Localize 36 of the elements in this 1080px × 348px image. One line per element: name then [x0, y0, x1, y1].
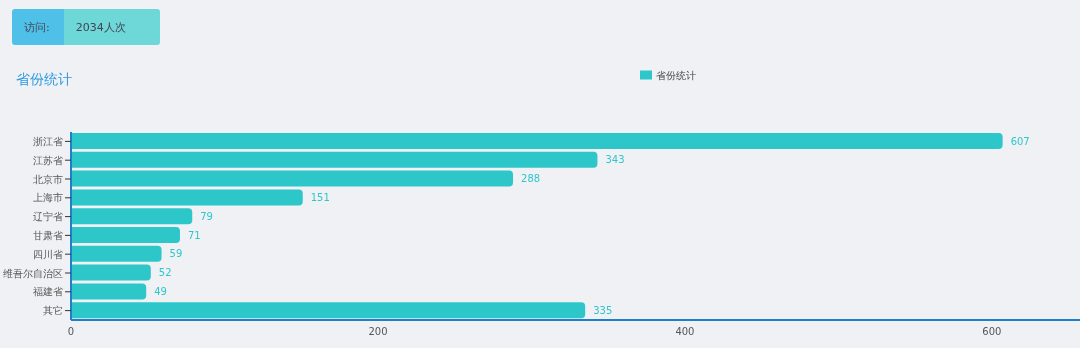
- data-label: 59: [169, 248, 183, 260]
- y-tick-label: 辽宁省: [33, 211, 63, 223]
- bar: [71, 227, 180, 243]
- y-tick-label: 四川省: [33, 248, 63, 260]
- data-label: 71: [187, 229, 201, 241]
- data-label: 607: [1010, 135, 1030, 147]
- y-tick-label: 江苏省: [33, 154, 63, 166]
- x-tick-label: 200: [368, 326, 388, 338]
- bar: [71, 245, 162, 262]
- y-tick-label: 维吾尔自治区: [3, 267, 63, 279]
- bar: [71, 264, 151, 281]
- legend-label: 省份统计: [656, 70, 696, 81]
- y-tick-label: 浙江省: [33, 135, 63, 147]
- y-tick-label: 其它: [43, 305, 63, 317]
- y-tick-label: 北京市: [33, 173, 63, 185]
- chart-title: 省份统计: [16, 71, 72, 89]
- data-label: 151: [310, 191, 330, 203]
- bar: [71, 302, 586, 319]
- data-label: 52: [158, 267, 172, 279]
- bar: [71, 208, 193, 225]
- data-label: 49: [154, 285, 167, 297]
- x-tick-label: 400: [675, 326, 695, 338]
- y-tick-label: 福建省: [33, 286, 63, 298]
- data-label: 335: [593, 304, 613, 316]
- data-label: 343: [605, 154, 625, 166]
- bar: [71, 283, 147, 300]
- bar: [71, 151, 598, 168]
- bar: [71, 170, 514, 187]
- y-tick-label: 上海市: [33, 192, 63, 204]
- y-tick-label: 甘肃省: [33, 229, 63, 241]
- bar: [71, 189, 303, 206]
- x-tick-label: 600: [982, 326, 1002, 338]
- x-tick-label: 0: [67, 326, 75, 338]
- data-label: 79: [200, 210, 213, 222]
- data-label: 288: [521, 173, 541, 185]
- bar: [71, 133, 1003, 149]
